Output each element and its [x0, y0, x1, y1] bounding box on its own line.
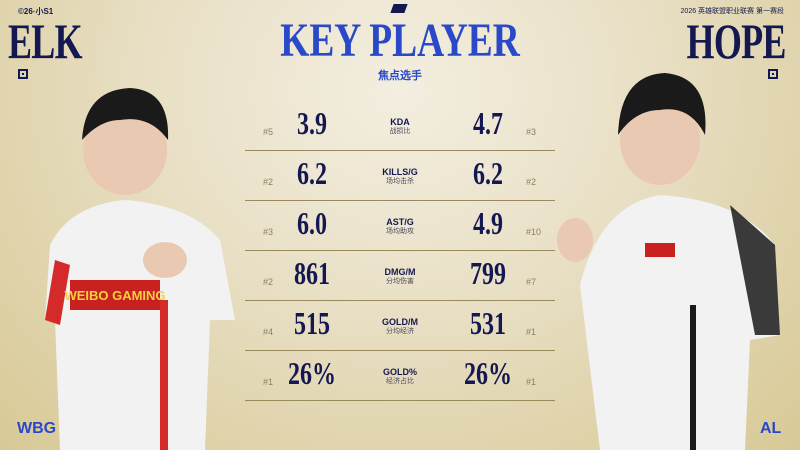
left-value: 26%	[288, 355, 336, 391]
left-value: 861	[294, 255, 330, 291]
stat-row-dmgm: #2 861 DMG/M 分均伤害 799 #7	[245, 251, 555, 301]
jersey-text: WEIBO GAMING	[64, 288, 165, 303]
left-player-photo: WEIBO GAMING	[45, 88, 235, 450]
right-value: 531	[470, 305, 506, 341]
stat-label-cn: 分均经济	[386, 328, 414, 335]
stat-row-astg: #3 6.0 AST/G 场均助攻 4.9 #10	[245, 201, 555, 251]
stat-label: GOLD% 经济占比	[350, 367, 450, 387]
right-value: 4.9	[473, 205, 503, 241]
stat-label-en: AST/G	[386, 217, 414, 227]
left-rank: #2	[263, 277, 274, 287]
stat-row-killsg: #2 6.2 KILLS/G 场均击杀 6.2 #2	[245, 151, 555, 201]
right-frame-icon	[768, 69, 778, 79]
left-rank: #3	[263, 227, 274, 237]
stat-label-en: GOLD/M	[382, 317, 418, 327]
right-rank: #7	[526, 277, 537, 287]
stat-row-kda: #5 3.9 KDA 战损比 4.7 #3	[245, 101, 555, 151]
stat-label: DMG/M 分均伤害	[350, 267, 450, 287]
page-subtitle: 焦点选手	[378, 70, 422, 82]
right-value: 26%	[464, 355, 512, 391]
page-title: KEY PLAYER	[280, 14, 520, 67]
left-value: 3.9	[297, 105, 327, 141]
stat-label-cn: 场均助攻	[386, 228, 414, 235]
stat-label-en: KILLS/G	[382, 167, 418, 177]
stat-label-en: KDA	[390, 117, 410, 127]
right-rank: #2	[526, 177, 537, 187]
stat-label-en: DMG/M	[384, 267, 416, 277]
stat-row-goldm: #4 515 GOLD/M 分均经济 531 #1	[245, 301, 555, 351]
stat-label: KDA 战损比	[350, 117, 450, 137]
stat-label-cn: 战损比	[389, 128, 411, 135]
right-team-name: AL	[760, 420, 782, 437]
stat-label-cn: 场均击杀	[386, 178, 414, 185]
league-logo-icon	[390, 4, 408, 13]
left-team-name: WBG	[17, 420, 57, 437]
left-rank: #5	[263, 127, 274, 137]
left-frame-icon	[18, 69, 28, 79]
stat-label: GOLD/M 分均经济	[350, 317, 450, 337]
left-rank: #2	[263, 177, 274, 187]
left-player-name: ELK	[8, 13, 83, 69]
right-value: 4.7	[473, 105, 503, 141]
event-code: ©26·小S1	[18, 7, 54, 16]
stat-label: AST/G 场均助攻	[350, 217, 450, 237]
event-title: 2026 英雄联盟职业联赛 第一赛段	[680, 8, 784, 15]
left-rank: #1	[263, 377, 274, 387]
left-value: 6.0	[297, 205, 327, 241]
right-value: 799	[470, 255, 506, 291]
stat-label-cn: 分均伤害	[386, 278, 414, 285]
stat-label: KILLS/G 场均击杀	[350, 167, 450, 187]
right-rank: #1	[526, 327, 537, 337]
right-value: 6.2	[473, 155, 503, 191]
stat-label-cn: 经济占比	[386, 378, 414, 385]
right-rank: #1	[526, 377, 537, 387]
left-rank: #4	[263, 327, 274, 337]
left-value: 515	[294, 305, 330, 341]
right-rank: #10	[526, 227, 542, 237]
right-player-photo	[557, 73, 780, 450]
right-rank: #3	[526, 127, 537, 137]
right-player-name: HOPE	[686, 13, 787, 69]
stat-row-gold: #1 26% GOLD% 经济占比 26% #1	[245, 351, 555, 401]
left-value: 6.2	[297, 155, 327, 191]
stat-label-en: GOLD%	[382, 367, 417, 377]
